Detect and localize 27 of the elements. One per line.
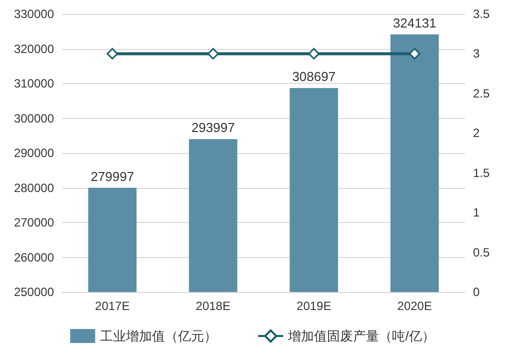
data-label: 293997 — [191, 120, 235, 136]
x-tick-label: 2019E — [296, 299, 332, 313]
y-tick-label: 260000 — [14, 250, 54, 264]
y-tick-label: 300000 — [14, 111, 54, 126]
y2-tick-label: 1 — [473, 206, 480, 220]
x-tick-label: 2018E — [196, 299, 230, 313]
y-tick-label: 310000 — [14, 76, 54, 90]
y-tick-label: 330000 — [14, 7, 54, 21]
y2-tick-label: 3 — [473, 46, 480, 61]
data-label: 279997 — [90, 168, 134, 184]
y2-tick-label: 2 — [473, 126, 480, 140]
legend-label: 增加值固废产量（吨/亿） — [287, 328, 435, 344]
y-tick-label: 320000 — [14, 42, 54, 56]
y-tick-label: 270000 — [14, 216, 54, 230]
x-tick-label: 2020E — [397, 299, 432, 313]
y-tick-label: 290000 — [14, 146, 54, 160]
x-tick-label: 2017E — [95, 299, 130, 313]
y2-tick-label: 2.5 — [473, 86, 490, 100]
y2-tick-label: 1.5 — [473, 166, 490, 180]
y2-tick-label: 0.5 — [473, 245, 490, 260]
y2-tick-label: 3.5 — [473, 7, 490, 21]
y2-tick-label: 0 — [473, 285, 480, 299]
y-tick-label: 250000 — [14, 285, 54, 299]
data-label: 324131 — [392, 15, 436, 30]
y-tick-label: 280000 — [14, 180, 54, 195]
legend-label: 工业增加值（亿元） — [100, 328, 218, 344]
data-label: 308697 — [292, 69, 336, 84]
